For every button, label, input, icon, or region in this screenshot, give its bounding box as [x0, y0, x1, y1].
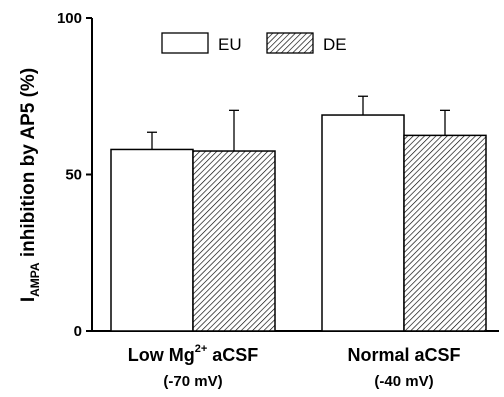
error-bars — [147, 95, 450, 152]
x-category-label: Normal aCSF — [347, 345, 460, 365]
x-category-label: Low Mg2+ aCSF — [128, 343, 259, 365]
y-axis-label-rest: inhibition by AP5 (%) — [18, 68, 39, 263]
legend: EU DE — [161, 32, 347, 54]
y-axis-label-subscript: AMPA — [28, 262, 42, 297]
y-tick-label: 100 — [57, 10, 82, 27]
bar-eu — [110, 148, 194, 332]
y-axis-label-main: I — [18, 297, 39, 302]
legend-label-eu: EU — [218, 35, 242, 54]
category-label-rest: aCSF — [207, 345, 258, 365]
legend-label-de: DE — [323, 35, 347, 54]
legend-swatch-eu — [161, 32, 209, 54]
y-axis-label: IAMPA inhibition by AP5 (%) — [18, 68, 42, 302]
category-label-main: Low Mg — [128, 345, 195, 365]
y-tick-label: 0 — [74, 323, 82, 340]
x-category-labels: Low Mg2+ aCSF (-70 mV) Normal aCSF (-40 mV) — [128, 343, 461, 390]
x-category-sublabel: (-40 mV) — [374, 373, 433, 390]
legend-swatch-de — [266, 32, 314, 54]
bars — [110, 114, 487, 332]
category-label-superscript: 2+ — [195, 343, 208, 355]
bar-eu — [321, 114, 405, 332]
y-ticks: 0 50 100 — [57, 10, 92, 340]
category-label-main: Normal aCSF — [347, 345, 460, 365]
svg-text:IAMPA inhibition by AP5 (%): IAMPA inhibition by AP5 (%) — [18, 68, 42, 302]
bar-de — [192, 150, 276, 332]
bar-de — [403, 134, 487, 332]
y-tick-label: 50 — [65, 167, 82, 184]
x-category-sublabel: (-70 mV) — [163, 373, 222, 390]
